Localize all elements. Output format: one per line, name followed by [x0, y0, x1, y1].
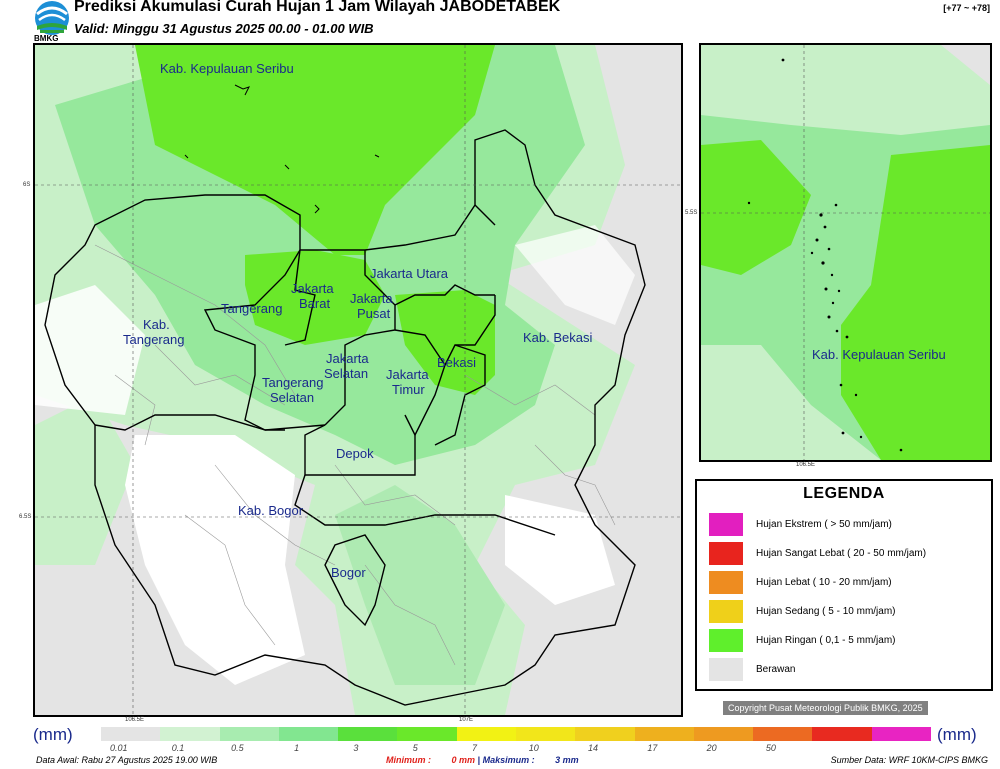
data-source: Sumber Data: WRF 10KM-CIPS BMKG	[830, 755, 988, 765]
label-jakarta-utara: Jakarta Utara	[370, 266, 449, 281]
inset-map-canvas	[701, 45, 990, 460]
colorbar-segment	[693, 727, 754, 741]
logo-text: BMKG	[34, 34, 59, 43]
colorbar-segment	[219, 727, 279, 741]
forecast-step: [+77 ~ +78]	[943, 3, 990, 13]
colorbar-segment	[338, 727, 398, 741]
colorbar-tick-label: 5	[412, 743, 418, 753]
colorbar-tick-label: 0.1	[171, 743, 185, 753]
label-jakarta-selatan-2: Selatan	[324, 366, 369, 381]
label-tangerang-selatan-2: Selatan	[270, 390, 315, 405]
colorbar-tick-label: 17	[647, 743, 658, 753]
legend-swatch	[709, 657, 743, 681]
colorbar-tick-label: 10	[528, 743, 539, 753]
legend-swatch	[709, 628, 743, 652]
colorbar-ticks: 0.01 0.1 0.5 1 3 5 7 10 14 17 20 50	[90, 743, 950, 755]
colorbar-segment	[101, 727, 161, 741]
tick-lat-6s: 6S	[23, 182, 31, 188]
legend-panel: LEGENDA Hujan Ekstrem ( > 50 mm/jam) Huj…	[695, 479, 993, 691]
legend-label: Hujan Sedang ( 5 - 10 mm/jam)	[756, 605, 896, 617]
colorbar-tick-label: 0.5	[231, 743, 244, 753]
page-title: Prediksi Akumulasi Curah Hujan 1 Jam Wil…	[74, 0, 561, 15]
colorbar-segment	[397, 727, 457, 741]
inset-label-kepulauan-seribu: Kab. Kepulauan Seribu	[812, 347, 946, 362]
label-kab-bekasi: Kab. Bekasi	[523, 330, 593, 345]
legend-swatch	[709, 599, 743, 623]
legend-item-ringan: Hujan Ringan ( 0,1 - 5 mm/jam)	[709, 628, 896, 652]
colorbar-segment	[456, 727, 516, 741]
colorbar-segment	[515, 727, 576, 741]
label-jakarta-timur-1: Jakarta	[386, 367, 429, 382]
data-awal: Data Awal: Rabu 27 Agustus 2025 19.00 WI…	[36, 755, 218, 765]
tick-lon-1065e: 106.5E	[125, 717, 145, 723]
colorbar-segment	[871, 727, 931, 741]
colorbar-tick-label: 20	[706, 743, 717, 753]
main-map: Kab. Kepulauan Seribu Kab. Tangerang Tan…	[19, 43, 683, 723]
separator: |	[477, 755, 481, 765]
colorbar-tick-label: 0.01	[110, 743, 128, 753]
colorbar-unit-left: (mm)	[33, 725, 73, 744]
bmkg-logo-icon	[35, 1, 69, 35]
inset-tick-lat: 5.5S	[685, 210, 698, 216]
legend-label: Hujan Ekstrem ( > 50 mm/jam)	[756, 518, 892, 530]
colorbar-segment	[812, 727, 872, 741]
legend-label: Berawan	[756, 663, 796, 675]
label-jakarta-pusat-1: Jakarta	[350, 291, 393, 306]
label-kab-tangerang-1: Kab.	[143, 317, 170, 332]
label-tangerang: Tangerang	[221, 301, 283, 316]
colorbar-segment	[753, 727, 813, 741]
colorbar-tick-label: 50	[765, 743, 776, 753]
label-jakarta-selatan-1: Jakarta	[326, 351, 369, 366]
inset-map: Kab. Kepulauan Seribu 5.5S 106.5E	[685, 43, 992, 468]
min-max: Minimum : 0 mm | Maksimum : 3 mm	[386, 755, 579, 765]
legend-item-sedang: Hujan Sedang ( 5 - 10 mm/jam)	[709, 599, 896, 623]
colorbar-segment	[278, 727, 339, 741]
label-jakarta-barat-2: Barat	[299, 296, 331, 311]
label-jakarta-pusat-2: Pusat	[357, 306, 391, 321]
colorbar-segment	[634, 727, 694, 741]
copyright-badge: Copyright Pusat Meteorologi Publik BMKG,…	[723, 701, 928, 715]
inset-tick-lon: 106.5E	[796, 462, 816, 468]
minimum-label: Minimum :	[386, 755, 431, 765]
colorbar-tick-label: 1	[294, 743, 300, 753]
legend-item-ekstrem: Hujan Ekstrem ( > 50 mm/jam)	[709, 512, 892, 536]
legend-label: Hujan Ringan ( 0,1 - 5 mm/jam)	[756, 634, 896, 646]
colorbar-unit-right: (mm)	[937, 725, 977, 744]
colorbar-tick-label: 7	[471, 743, 478, 753]
colorbar-segment	[575, 727, 635, 741]
colorbar	[101, 727, 931, 741]
label-depok: Depok	[336, 446, 374, 461]
legend-item-lebat: Hujan Lebat ( 10 - 20 mm/jam)	[709, 570, 892, 594]
colorbar-segment	[160, 727, 220, 741]
main-map-canvas	[35, 45, 681, 715]
legend-title: LEGENDA	[803, 485, 885, 502]
label-bogor: Bogor	[331, 565, 366, 580]
label-kepulauan-seribu: Kab. Kepulauan Seribu	[160, 61, 294, 76]
label-kab-bogor: Kab. Bogor	[238, 503, 304, 518]
label-jakarta-timur-2: Timur	[392, 382, 425, 397]
legend-swatch	[709, 541, 743, 565]
tick-lon-107e: 107E	[459, 717, 474, 723]
legend-label: Hujan Lebat ( 10 - 20 mm/jam)	[756, 576, 892, 588]
legend-item-berawan: Berawan	[709, 657, 795, 681]
colorbar-tick-label: 3	[353, 743, 359, 753]
label-bekasi: Bekasi	[437, 355, 477, 370]
legend-label: Hujan Sangat Lebat ( 20 - 50 mm/jam)	[756, 547, 927, 559]
minimum-value: 0 mm	[451, 755, 476, 765]
maksimum-value: 3 mm	[555, 755, 579, 765]
tick-lat-65s: 6.5S	[19, 514, 32, 520]
maksimum-label: Maksimum :	[482, 755, 535, 765]
label-tangerang-selatan-1: Tangerang	[262, 375, 324, 390]
label-kab-tangerang-2: Tangerang	[123, 332, 185, 347]
valid-time: Valid: Minggu 31 Agustus 2025 00.00 - 01…	[74, 21, 374, 36]
colorbar-tick-label: 14	[588, 743, 599, 753]
legend-swatch	[709, 570, 743, 594]
legend-item-sangat-lebat: Hujan Sangat Lebat ( 20 - 50 mm/jam)	[709, 541, 926, 565]
label-jakarta-barat-1: Jakarta	[291, 281, 334, 296]
legend-swatch	[709, 512, 743, 536]
